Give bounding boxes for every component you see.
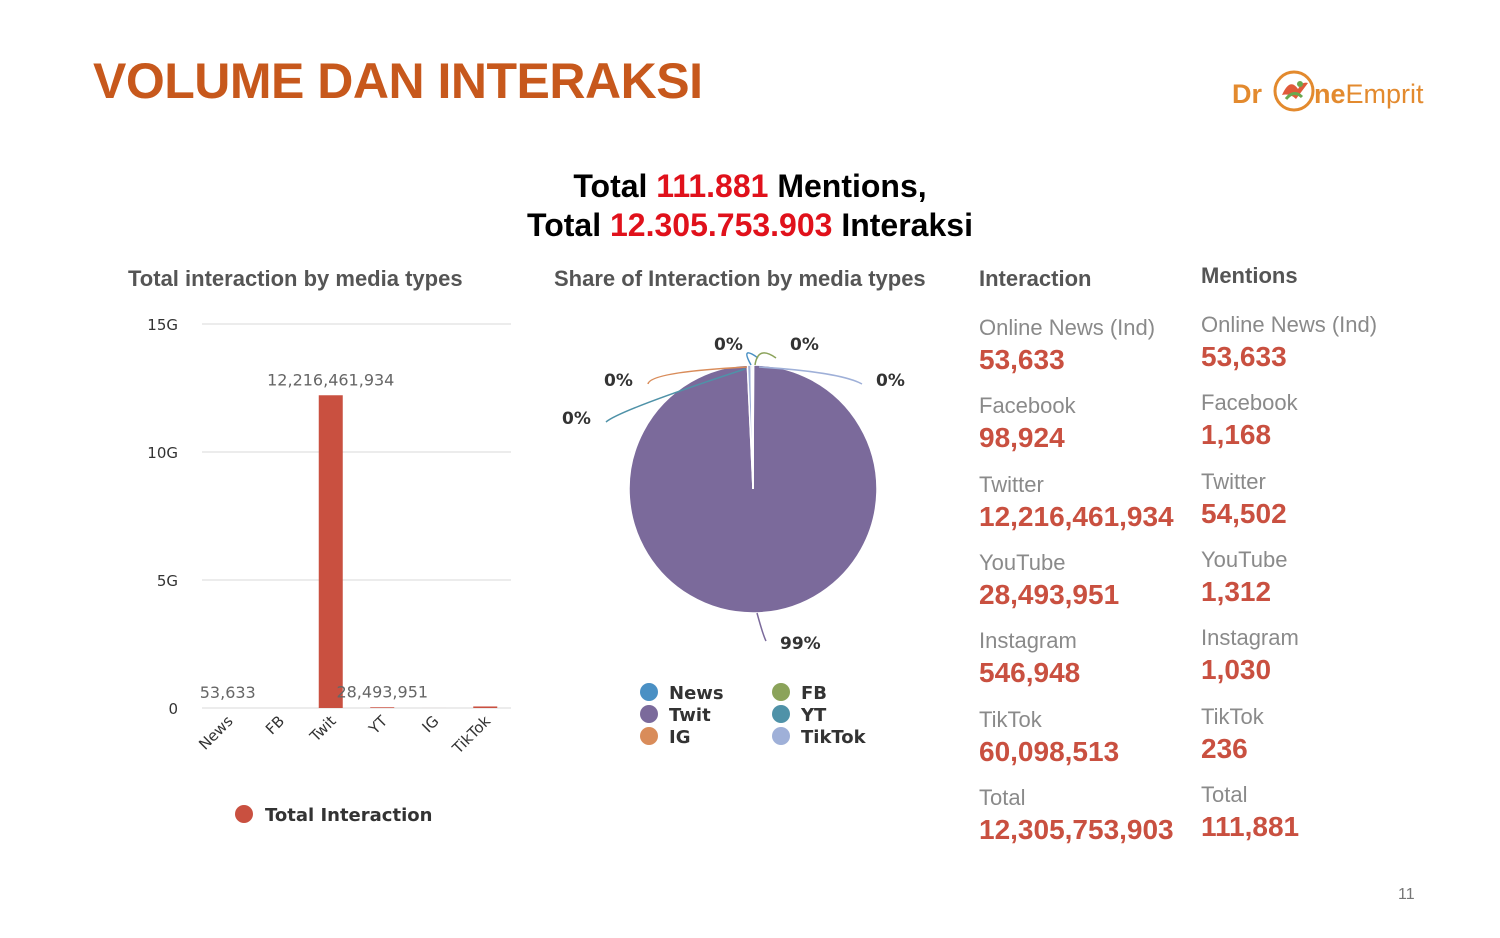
legend-label-news: News xyxy=(669,683,724,704)
bar-tiktok xyxy=(473,706,498,708)
legend-label-fb: FB xyxy=(801,683,827,704)
logo-text-suffix: Emprit xyxy=(1345,79,1424,109)
interaction-label-instagram: Instagram xyxy=(979,628,1077,654)
bar-x-tick-label: IG xyxy=(418,712,442,736)
legend-marker-total-interaction xyxy=(235,805,253,823)
pie-leader-line xyxy=(647,366,748,385)
legend-marker-news xyxy=(640,683,658,701)
drone-bird-icon xyxy=(1273,70,1315,112)
bar-x-tick-label: TikTok xyxy=(448,712,494,758)
pie-chart-title: Share of Interaction by media types xyxy=(554,266,926,291)
legend-label-yt: YT xyxy=(800,705,827,726)
pie-data-label-ig: 0% xyxy=(604,371,633,391)
interaction-title: Interaction xyxy=(979,266,1092,291)
mentions-title: Mentions xyxy=(1201,263,1298,288)
mentions-label-tiktok: TikTok xyxy=(1201,703,1264,729)
headline-interactions-pre: Total xyxy=(527,207,610,243)
bar-x-tick-label: News xyxy=(195,712,237,754)
pie-leader-line xyxy=(758,366,863,385)
legend-label-twit: Twit xyxy=(669,705,711,726)
bar-y-tick-label: 5G xyxy=(157,572,178,590)
logo-text: Dr neEmprit xyxy=(1232,79,1424,110)
pie-data-label-twit: 99% xyxy=(780,634,821,654)
headline-interactions-value: 12.305.753.903 xyxy=(610,207,833,243)
mentions-value-twitter: 54,502 xyxy=(1201,497,1287,529)
mentions-value-online-news-ind: 53,633 xyxy=(1201,341,1287,372)
interaction-label-facebook: Facebook xyxy=(979,393,1076,419)
mentions-value-instagram: 1,030 xyxy=(1201,654,1272,686)
legend-label-ig: IG xyxy=(669,727,690,748)
headline-mentions-value: 111.881 xyxy=(656,168,769,204)
logo-text-mid: ne xyxy=(1314,79,1346,109)
interaction-label-youtube: YouTube xyxy=(979,549,1066,575)
bar-x-tick-label: YT xyxy=(365,712,392,739)
headline-interactions-post: Interaksi xyxy=(832,207,973,243)
pie-leader-line xyxy=(756,612,767,642)
logo-text-prefix: Dr xyxy=(1232,79,1263,109)
interaction-label-online-news-ind: Online News (Ind) xyxy=(979,315,1156,340)
bar-chart-title: Total interaction by media types xyxy=(128,266,463,291)
bar-x-tick-label: FB xyxy=(262,712,288,738)
mentions-label-youtube: YouTube xyxy=(1201,546,1288,572)
headline-mentions: Total 111.881 Mentions, xyxy=(0,168,1500,205)
headline-mentions-post: Mentions, xyxy=(768,168,927,204)
page-number: 11 xyxy=(1398,886,1415,903)
interaction-label-total: Total xyxy=(979,784,1026,810)
bar-data-label: 28,493,951 xyxy=(336,682,428,701)
pie-leader-line xyxy=(746,352,759,366)
legend-marker-twit xyxy=(640,705,658,723)
bar-twit xyxy=(318,395,343,708)
bar-x-tick-label: Twit xyxy=(306,712,340,746)
pie-chart: 99% 0% 0% 0% 0% 0% News FB Twit YT IG TikTok xyxy=(562,335,905,748)
legend-marker-fb xyxy=(772,683,790,701)
headline-mentions-pre: Total xyxy=(573,168,657,204)
interaction-value-youtube: 28,493,951 xyxy=(979,578,1120,610)
pie-leader-line xyxy=(605,368,746,423)
bar-y-tick-label: 0 xyxy=(168,700,178,718)
interaction-label-twitter: Twitter xyxy=(979,471,1044,497)
drone-emprit-logo: Dr neEmprit xyxy=(1232,66,1442,126)
interaction-value-tiktok: 60,098,513 xyxy=(979,735,1120,767)
mentions-value-tiktok: 236 xyxy=(1201,732,1248,764)
interaction-value-facebook: 98,924 xyxy=(979,422,1065,454)
mentions-value-total: 111,881 xyxy=(1201,810,1300,842)
pie-data-label-fb: 0% xyxy=(790,335,819,355)
interaction-value-online-news-ind: 53,633 xyxy=(979,344,1065,375)
bar-data-label: 12,216,461,934 xyxy=(267,370,394,389)
mentions-value-facebook: 1,168 xyxy=(1201,419,1272,451)
interaction-value-twitter: 12,216,461,934 xyxy=(979,500,1174,532)
mentions-label-facebook: Facebook xyxy=(1201,390,1298,416)
bar-y-tick-label: 15G xyxy=(147,316,178,334)
mentions-label-instagram: Instagram xyxy=(1201,625,1299,651)
legend-marker-tiktok xyxy=(772,727,790,745)
pie-data-label-tiktok: 0% xyxy=(876,371,905,391)
bar-y-tick-label: 10G xyxy=(147,444,178,462)
interaction-label-tiktok: TikTok xyxy=(979,706,1042,732)
mentions-label-total: Total xyxy=(1201,781,1248,807)
bar-data-label: 53,633 xyxy=(200,683,256,702)
legend-label-tiktok: TikTok xyxy=(801,727,867,748)
slide-title: VOLUME DAN INTERAKSI xyxy=(93,53,703,109)
mentions-label-online-news-ind: Online News (Ind) xyxy=(1201,312,1378,337)
pie-data-label-news: 0% xyxy=(714,335,743,355)
interaction-value-instagram: 546,948 xyxy=(979,657,1081,689)
pie-leader-line xyxy=(754,352,777,366)
bar-chart: 0 5G 10G 15G News FB Twit YT IG TikTok 53,633 12,21… xyxy=(147,316,511,826)
legend-marker-ig xyxy=(640,727,658,745)
mentions-label-twitter: Twitter xyxy=(1201,468,1266,494)
pie-data-label-yt: 0% xyxy=(562,409,591,429)
interaction-value-total: 12,305,753,903 xyxy=(979,813,1174,845)
bar-yt xyxy=(370,707,395,708)
headline-interactions: Total 12.305.753.903 Interaksi xyxy=(0,207,1500,244)
legend-marker-yt xyxy=(772,705,790,723)
mentions-value-youtube: 1,312 xyxy=(1201,575,1272,607)
legend-label-total-interaction: Total Interaction xyxy=(265,805,432,826)
